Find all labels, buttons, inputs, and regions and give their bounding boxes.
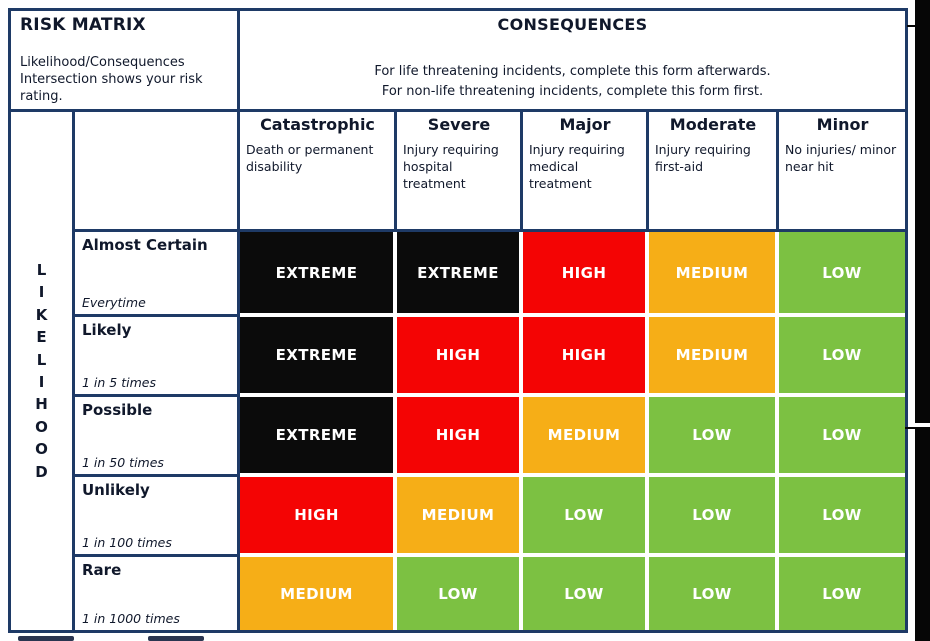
- risk-matrix-header-cell: RISK MATRIX Likelihood/Consequences Inte…: [11, 11, 240, 109]
- risk-cell: LOW: [649, 397, 779, 477]
- row-frequency: 1 in 1000 times: [82, 611, 180, 626]
- column-header-major: Major Injury requiring medical treatment: [523, 112, 649, 229]
- risk-cell: LOW: [779, 232, 905, 317]
- risk-cell: LOW: [779, 477, 905, 557]
- page-edge-tick: [905, 427, 915, 429]
- risk-cell: HIGH: [397, 397, 523, 477]
- page-edge-gap: [915, 423, 930, 427]
- likelihood-letter: K: [35, 305, 48, 324]
- likelihood-letter: I: [38, 373, 45, 391]
- row-name: Unlikely: [82, 481, 150, 499]
- column-description: Injury requiring medical treatment: [529, 142, 625, 191]
- row-name: Rare: [82, 561, 122, 579]
- row-frequency: Everytime: [82, 295, 146, 310]
- risk-cell: MEDIUM: [240, 557, 397, 630]
- matrix-row-rare: Rare 1 in 1000 times MEDIUM LOW LOW LOW …: [75, 557, 905, 630]
- consequences-header-cell: CONSEQUENCES For life threatening incide…: [240, 11, 905, 109]
- risk-cell: LOW: [523, 557, 649, 630]
- risk-cell: EXTREME: [397, 232, 523, 317]
- risk-cell: MEDIUM: [649, 317, 779, 397]
- likelihood-letter: L: [36, 350, 47, 369]
- risk-cell: LOW: [779, 557, 905, 630]
- page-edge-tick: [907, 25, 915, 27]
- risk-cell: EXTREME: [240, 317, 397, 397]
- risk-cell: MEDIUM: [649, 232, 779, 317]
- likelihood-letter: I: [38, 283, 45, 302]
- row-label-likely: Likely 1 in 5 times: [75, 317, 240, 397]
- column-description: No injuries/ minor near hit: [785, 142, 897, 174]
- risk-cell: EXTREME: [240, 232, 397, 317]
- column-name: Moderate: [669, 115, 757, 134]
- risk-cell: HIGH: [397, 317, 523, 397]
- row-frequency: 1 in 5 times: [82, 375, 156, 390]
- risk-matrix-description: Likelihood/Consequences Intersection sho…: [20, 54, 203, 104]
- matrix-row-likely: Likely 1 in 5 times EXTREME HIGH HIGH ME…: [75, 317, 905, 397]
- clipped-text-fragment: [18, 636, 74, 641]
- risk-cell: LOW: [397, 557, 523, 630]
- column-header-minor: Minor No injuries/ minor near hit: [779, 112, 905, 229]
- header-band: RISK MATRIX Likelihood/Consequences Inte…: [11, 11, 905, 112]
- consequences-note-line2: For non-life threatening incidents, comp…: [381, 83, 764, 99]
- risk-cell: HIGH: [523, 232, 649, 317]
- column-name: Minor: [816, 115, 869, 134]
- risk-cell: LOW: [779, 317, 905, 397]
- likelihood-letter: D: [35, 462, 48, 481]
- consequences-title: CONSEQUENCES: [497, 15, 648, 34]
- matrix-row-possible: Possible 1 in 50 times EXTREME HIGH MEDI…: [75, 397, 905, 477]
- row-label-possible: Possible 1 in 50 times: [75, 397, 240, 477]
- row-frequency: 1 in 100 times: [82, 535, 172, 550]
- row-name: Possible: [82, 401, 153, 419]
- row-name: Likely: [82, 321, 132, 339]
- likelihood-axis-label: L I K E L I H O O D: [11, 112, 75, 630]
- risk-cell: HIGH: [523, 317, 649, 397]
- row-label-almost-certain: Almost Certain Everytime: [75, 232, 240, 317]
- risk-cell: LOW: [649, 557, 779, 630]
- row-label-unlikely: Unlikely 1 in 100 times: [75, 477, 240, 557]
- column-header-severe: Severe Injury requiring hospital treatme…: [397, 112, 523, 229]
- column-description: Injury requiring first-aid: [655, 142, 751, 174]
- likelihood-letter: H: [35, 395, 48, 414]
- corner-empty-cell: [75, 112, 240, 229]
- column-name: Major: [559, 115, 611, 134]
- matrix-body: L I K E L I H O O D Catastrophic Death o…: [11, 112, 905, 630]
- row-frequency: 1 in 50 times: [82, 455, 164, 470]
- likelihood-letter: O: [35, 440, 48, 459]
- column-description: Injury requiring hospital treatment: [403, 142, 499, 191]
- risk-cell: LOW: [649, 477, 779, 557]
- risk-cell: HIGH: [240, 477, 397, 557]
- column-header-catastrophic: Catastrophic Death or permanent disabili…: [240, 112, 397, 229]
- clipped-text-fragment: [148, 636, 204, 641]
- matrix-row-unlikely: Unlikely 1 in 100 times HIGH MEDIUM LOW …: [75, 477, 905, 557]
- consequences-notes: For life threatening incidents, complete…: [250, 62, 895, 101]
- page-edge-bar: [915, 0, 930, 641]
- page-title: RISK MATRIX: [20, 15, 146, 35]
- column-description: Death or permanent disability: [246, 142, 374, 174]
- risk-cell: LOW: [523, 477, 649, 557]
- row-label-rare: Rare 1 in 1000 times: [75, 557, 240, 630]
- matrix-grid: Catastrophic Death or permanent disabili…: [75, 112, 905, 630]
- risk-cell: EXTREME: [240, 397, 397, 477]
- risk-cell: MEDIUM: [523, 397, 649, 477]
- column-name: Catastrophic: [260, 115, 375, 134]
- risk-cell: LOW: [779, 397, 905, 477]
- matrix-row-almost-certain: Almost Certain Everytime EXTREME EXTREME…: [75, 232, 905, 317]
- likelihood-letter: L: [36, 260, 47, 279]
- likelihood-letter: E: [36, 328, 47, 347]
- consequences-note-line1: For life threatening incidents, complete…: [374, 64, 771, 79]
- risk-cell: MEDIUM: [397, 477, 523, 557]
- row-name: Almost Certain: [82, 236, 208, 254]
- column-header-moderate: Moderate Injury requiring first-aid: [649, 112, 779, 229]
- consequence-header-row: Catastrophic Death or permanent disabili…: [75, 112, 905, 232]
- likelihood-letter: O: [35, 417, 48, 436]
- risk-matrix-table: RISK MATRIX Likelihood/Consequences Inte…: [8, 8, 908, 633]
- column-name: Severe: [427, 115, 491, 134]
